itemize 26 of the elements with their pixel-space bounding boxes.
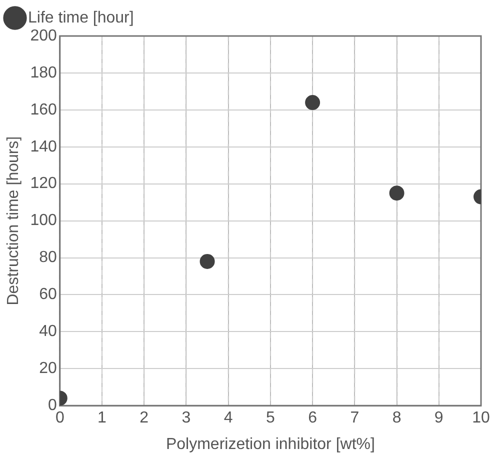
y-tick-label: 80 (39, 249, 57, 266)
x-axis-title: Polymerizetion inhibitor [wt%] (166, 436, 375, 453)
y-tick-label: 160 (30, 101, 57, 118)
x-tick-label: 10 (472, 410, 490, 427)
x-tick-label: 1 (98, 410, 107, 427)
x-tick-label: 3 (182, 410, 191, 427)
point (389, 186, 404, 201)
y-tick-label: 120 (30, 175, 57, 192)
x-tick-label: 4 (224, 410, 233, 427)
y-tick-label: 20 (39, 360, 57, 378)
y-tick-label: 60 (39, 286, 57, 304)
y-tick-label: 180 (30, 64, 57, 82)
y-tick-label: 200 (30, 27, 57, 44)
y-tick-label: 100 (30, 212, 57, 230)
x-tick-label: 2 (140, 410, 149, 427)
y-tick-label: 0 (48, 397, 57, 414)
x-tick-label: 9 (434, 410, 444, 427)
x-tick-label: 6 (308, 410, 318, 427)
x-tick-label: 7 (350, 410, 360, 427)
y-tick-label: 40 (39, 323, 57, 340)
x-tick-label: 5 (266, 410, 275, 427)
y-axis-title: Destruction time [hours] (5, 136, 22, 306)
y-tick-label: 140 (30, 138, 57, 156)
x-tick-label: 8 (392, 410, 402, 427)
legend-label: Life time [hour] (28, 9, 134, 26)
point (305, 95, 320, 110)
